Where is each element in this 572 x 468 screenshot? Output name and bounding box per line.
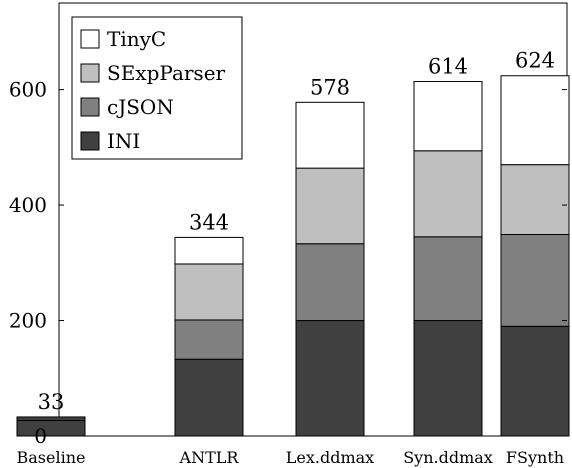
bar-segment-sexpparser-fsynth <box>500 164 570 236</box>
bar-segment-ini-syn-ddmax <box>413 320 483 437</box>
bar-segment-cjson-lex-ddmax <box>295 243 365 322</box>
y-tick-label-600: 600 <box>9 78 47 102</box>
total-labels-layer: 33 344 578 614 624 <box>38 49 555 414</box>
legend-swatch-tinyc <box>80 29 100 49</box>
bar-segment-tinyc-syn-ddmax <box>413 81 483 152</box>
x-tick-label-baseline: Baseline <box>17 448 86 467</box>
x-tick-label-fsynth: FSynth <box>506 448 564 467</box>
legend-label-cjson: cJSON <box>107 95 174 119</box>
y-tick-label-400: 400 <box>9 193 47 217</box>
bar-segment-sexpparser-syn-ddmax <box>413 150 483 238</box>
total-label-antlr: 344 <box>189 210 229 234</box>
bar-segment-ini-baseline <box>16 419 86 437</box>
y-axis: 0 200 400 600 <box>9 78 567 448</box>
legend-swatch-sexpparser <box>80 63 100 83</box>
bar-segment-tinyc-antlr <box>174 236 244 265</box>
x-axis: Baseline ANTLR Lex.ddmax Syn.ddmax FSynth <box>17 448 565 467</box>
bar-segment-cjson-fsynth <box>500 234 570 327</box>
bar-segment-ini-lex-ddmax <box>295 320 365 437</box>
x-tick-label-antlr: ANTLR <box>179 448 240 467</box>
y-tick-label-200: 200 <box>9 309 47 333</box>
legend-label-tinyc: TinyC <box>107 27 166 51</box>
bar-segment-tinyc-fsynth <box>500 75 570 166</box>
bar-segment-sexpparser-lex-ddmax <box>295 167 365 245</box>
bar-segment-ini-antlr <box>174 358 244 437</box>
bar-segment-cjson-antlr <box>174 319 244 360</box>
total-label-syn-ddmax: 614 <box>428 55 468 79</box>
legend-swatch-cjson <box>80 97 100 117</box>
total-label-baseline: 33 <box>38 390 65 414</box>
bar-segment-sexpparser-antlr <box>174 263 244 321</box>
bar-segment-ini-fsynth <box>500 325 570 437</box>
legend-label-ini: INI <box>107 129 140 153</box>
legend-label-sexpparser: SExpParser <box>107 61 226 85</box>
total-label-fsynth: 624 <box>515 49 555 73</box>
bar-segment-tinyc-baseline <box>16 416 86 419</box>
total-label-lex-ddmax: 578 <box>310 75 350 99</box>
legend-swatch-ini <box>80 131 100 151</box>
y-tick-label-0: 0 <box>34 424 47 448</box>
bar-segment-tinyc-lex-ddmax <box>295 101 365 169</box>
x-tick-label-syn-ddmax: Syn.ddmax <box>403 448 493 467</box>
legend: TinyC SExpParser cJSON INI <box>71 16 243 160</box>
bar-segment-cjson-syn-ddmax <box>413 236 483 322</box>
legend-box <box>71 16 243 160</box>
bars-layer <box>16 75 570 437</box>
x-tick-label-lex-ddmax: Lex.ddmax <box>286 448 374 467</box>
